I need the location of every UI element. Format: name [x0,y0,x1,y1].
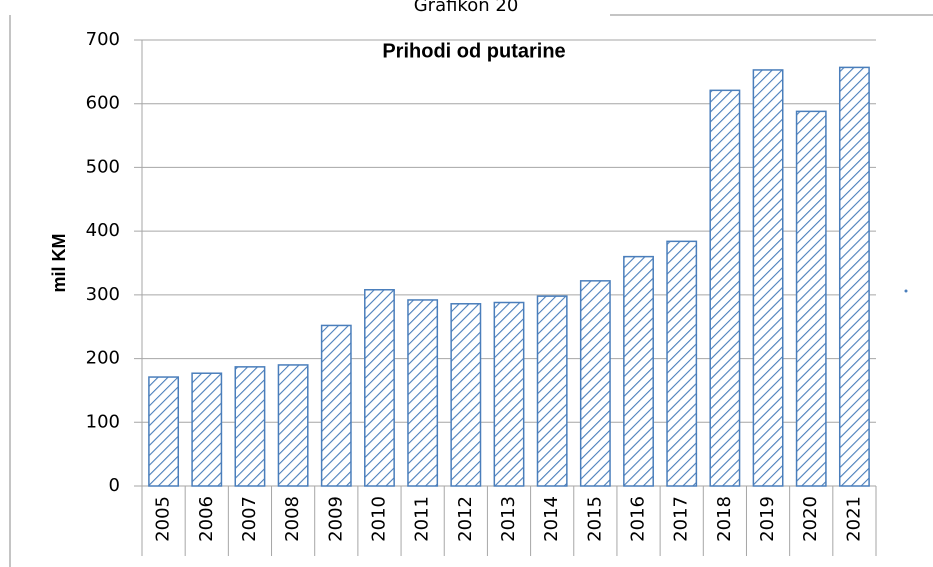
chart-title: Prihodi od putarine [382,40,565,62]
bar [752,69,784,487]
bar [536,295,568,487]
bar [838,66,870,487]
x-tick-label: 2009 [325,496,346,542]
x-tick-label: 2014 [541,496,562,542]
y-tick-label: 400 [86,220,120,241]
bar [234,366,266,487]
y-tick-label: 300 [86,284,120,305]
y-tick-label: 200 [86,348,120,369]
bar [450,303,482,487]
x-tick-label: 2021 [843,496,864,542]
x-tick-label: 2015 [584,496,605,542]
x-tick-label: 2018 [714,496,735,542]
y-tick-label: 100 [86,411,120,432]
bar [666,240,698,487]
bar [364,289,395,487]
bar [493,301,525,487]
x-tick-label: 2011 [412,496,433,542]
x-tick-label: 2016 [628,496,649,542]
x-tick-label: 2005 [153,496,174,542]
bar [320,324,352,487]
bar [191,372,223,487]
x-tick-label: 2007 [239,496,260,542]
y-tick-label: 500 [86,156,120,177]
y-axis-label: mil KM [49,233,69,292]
y-tick-label: 0 [109,475,120,496]
y-tick-label: 600 [86,93,120,114]
marker-dot [904,289,908,293]
bar [277,364,309,487]
page-header: Grafikon 20 [414,0,519,16]
x-tick-label: 2019 [757,496,778,542]
y-tick-label: 700 [86,29,120,50]
x-tick-label: 2006 [196,496,217,542]
x-tick-label: 2017 [671,496,692,542]
x-tick-label: 2012 [455,496,476,542]
bar [407,299,439,487]
bar [579,280,611,487]
bar [709,89,741,487]
x-tick-label: 2013 [498,496,519,542]
bar [795,110,827,487]
x-tick-label: 2020 [800,496,821,542]
x-tick-label: 2008 [282,496,303,542]
bar [623,255,654,487]
bar [148,376,180,487]
x-tick-label: 2010 [368,496,389,542]
